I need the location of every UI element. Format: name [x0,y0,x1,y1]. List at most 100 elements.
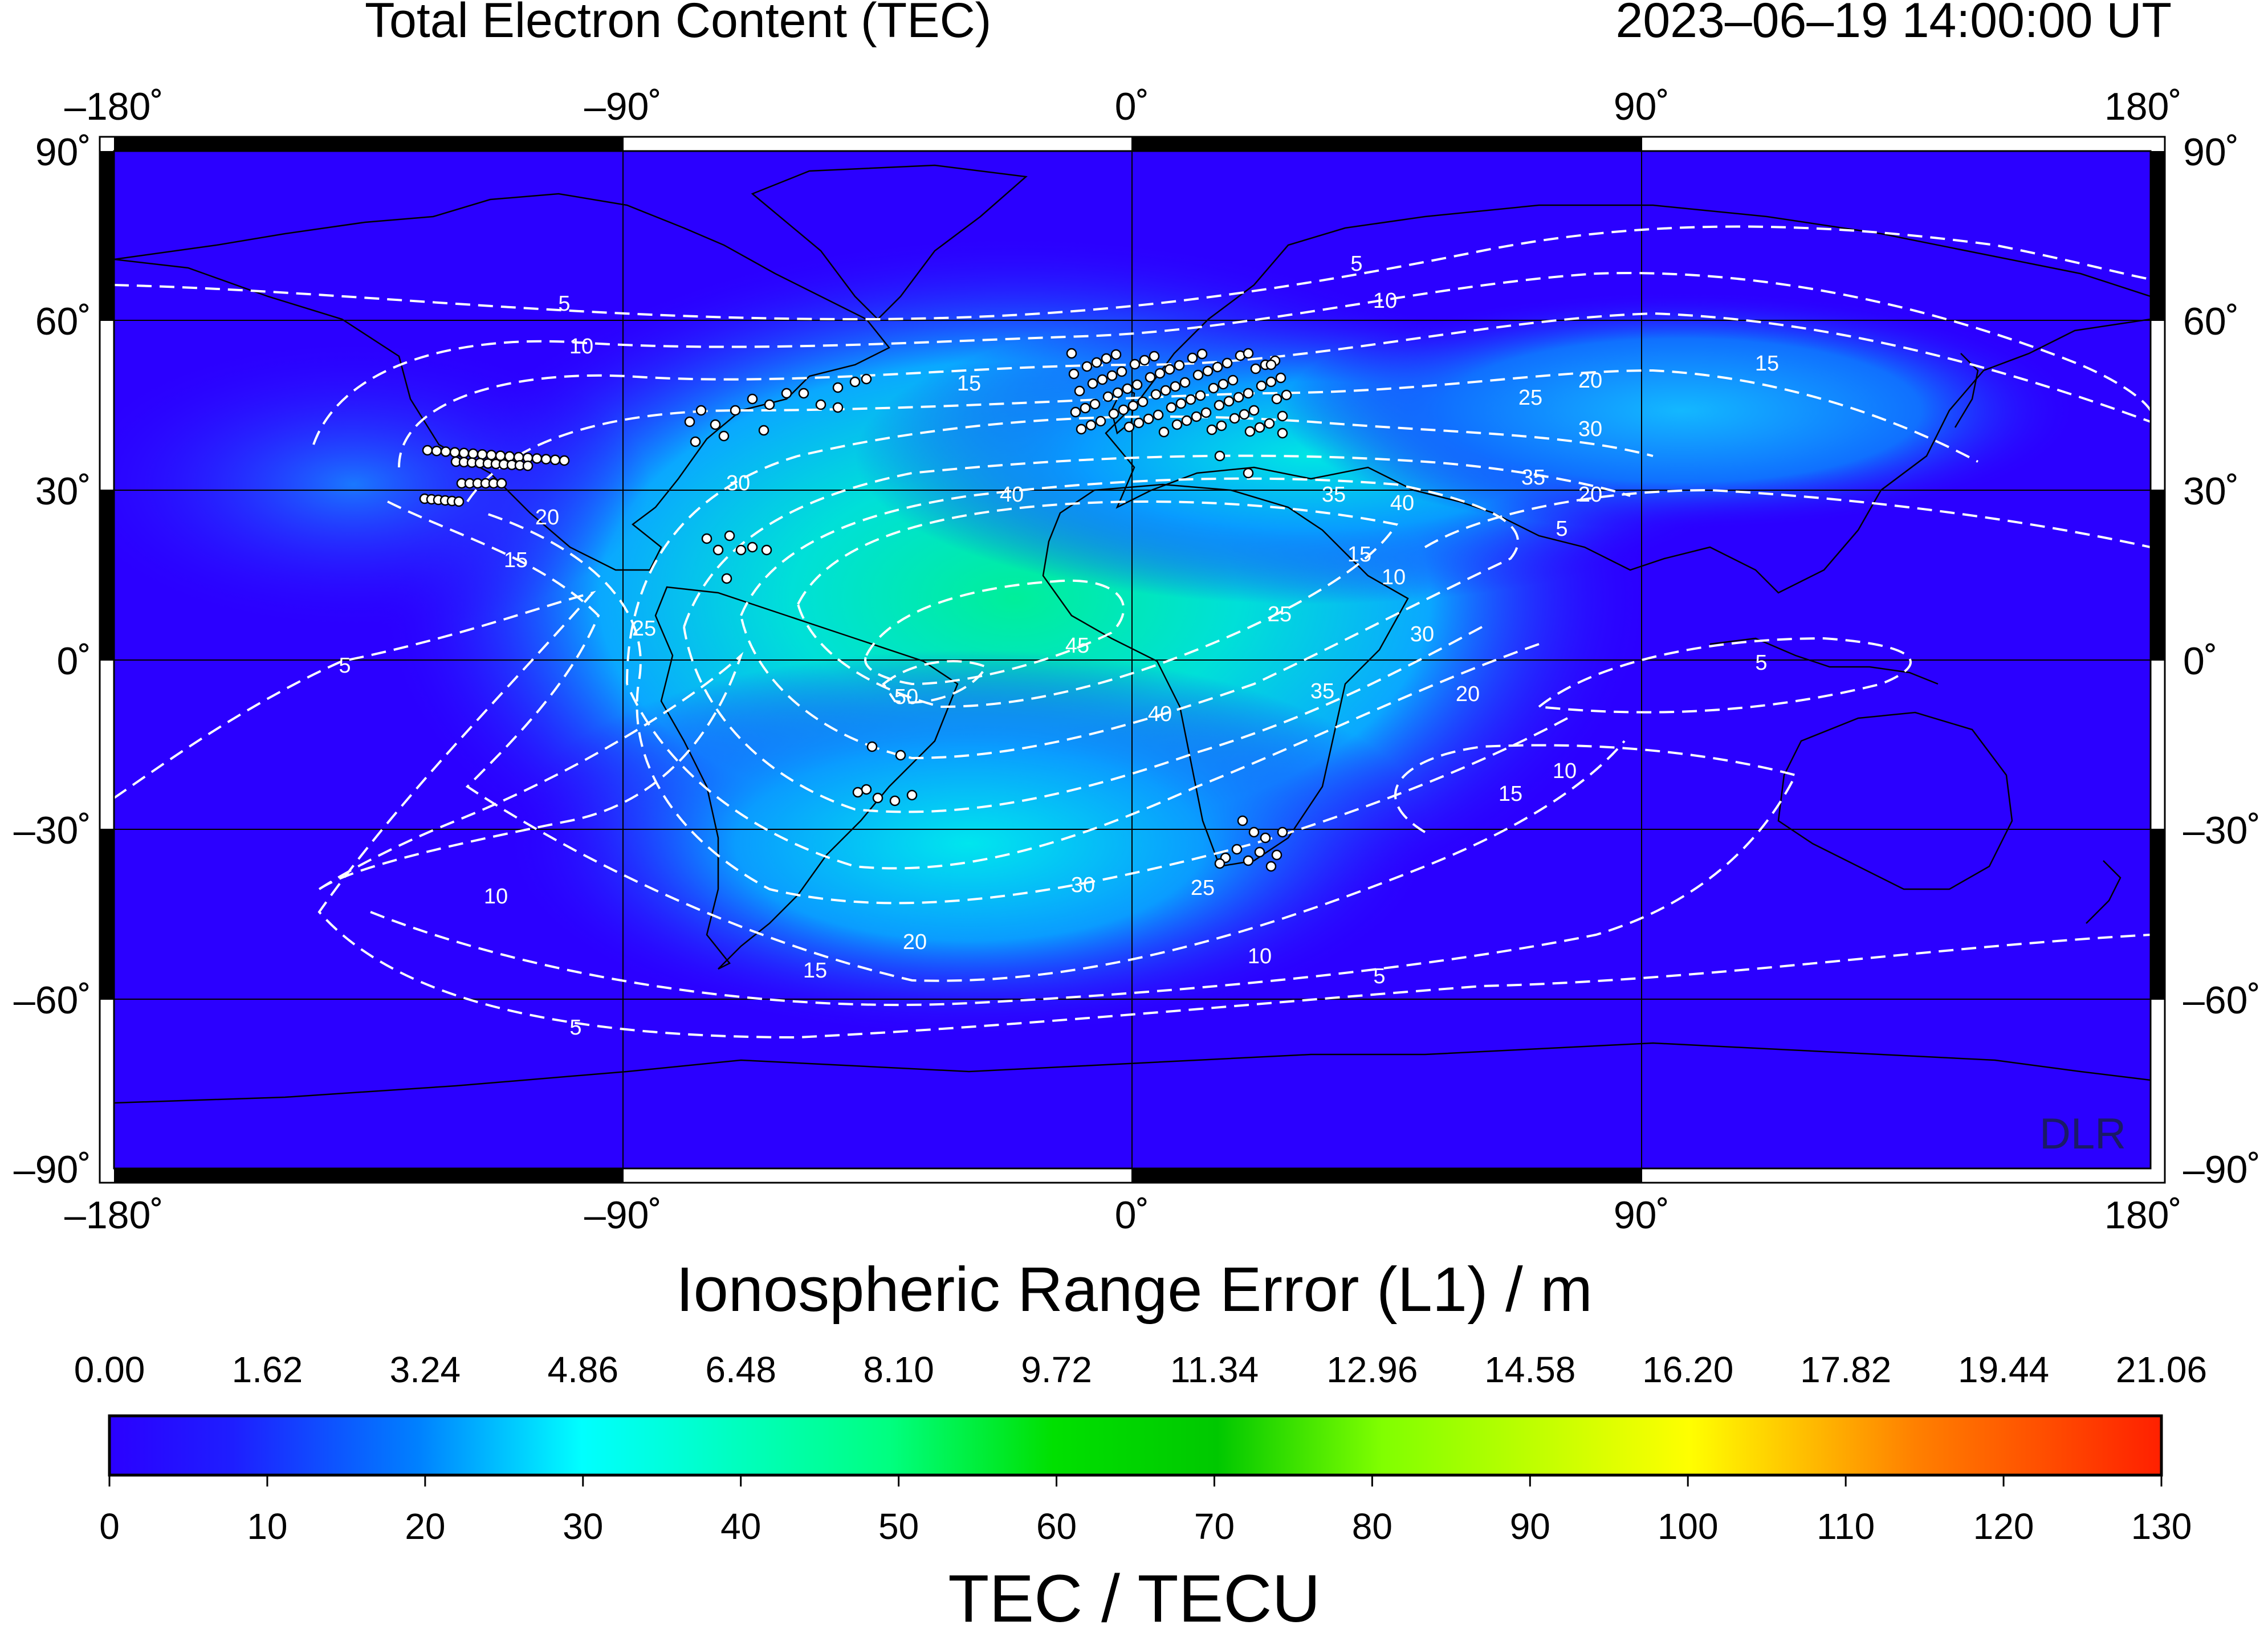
contour-label-15: 15 [1499,782,1522,806]
contour-label-40: 40 [1390,491,1414,515]
gnss-station-marker [1097,374,1108,385]
gnss-station-marker [1118,404,1129,416]
gnss-station-marker [761,544,772,556]
tec-tick: 120 [1973,1506,2034,1547]
japan-outline [1954,353,1979,428]
tec-tick: 50 [878,1506,919,1547]
lon-label: 0˚ [1115,85,1149,128]
gnss-station-marker [815,399,826,410]
gnss-station-marker [1129,359,1141,370]
lon-label: 90˚ [1614,85,1670,128]
gnss-station-marker [710,419,721,430]
gnss-station-marker [1170,381,1181,392]
gnss-station-marker [1112,387,1123,398]
contour-label-25: 25 [1191,876,1215,900]
antarctica-outline [114,1042,2151,1104]
gnss-station-marker [1223,396,1235,407]
range-error-tick: 6.48 [705,1349,776,1390]
gnss-station-marker [1271,849,1282,861]
gnss-station-marker [1248,826,1260,838]
contour-label-35: 35 [1310,679,1334,703]
latitude-labels-left: 90˚ 60˚ 30˚ 0˚ –30˚ –60˚ –90˚ [14,131,91,1191]
gnss-station-marker [684,416,695,427]
lat-label: –30˚ [2183,809,2261,852]
contour-label-20: 20 [1578,483,1602,507]
range-error-tick: 0.00 [74,1349,145,1390]
gnss-station-marker [1085,420,1097,431]
gnss-station-marker [730,405,741,416]
gnss-station-marker [1174,360,1185,371]
contour-label-5: 5 [569,1016,581,1040]
contour-label-30: 30 [1071,873,1095,897]
gnss-station-marker [1271,393,1282,405]
gnss-station-marker [559,455,570,466]
gnss-station-marker [1095,416,1106,427]
gnss-station-marker [1102,391,1114,402]
tec-tick: 60 [1036,1506,1077,1547]
tec-tick: 0 [99,1506,120,1547]
gnss-station-marker [1227,374,1239,386]
contour-5-indian [1538,637,1912,714]
gnss-station-marker [1233,392,1244,403]
gnss-station-marker [1218,378,1229,390]
longitude-labels-bottom: –180˚ –90˚ 0˚ 90˚ 180˚ [64,1194,2182,1237]
gnss-station-marker [1265,376,1277,388]
contour-label-20: 20 [1456,682,1480,706]
colorbar-top-title: Ionospheric Range Error (L1) / m [676,1255,1593,1325]
gnss-station-marker [496,478,507,489]
lat-label: –90˚ [2183,1148,2261,1191]
contour-25 [626,415,1654,870]
tec-tick: 90 [1510,1506,1550,1547]
gnss-station-marker [758,425,769,436]
gnss-station-marker [1239,409,1250,420]
contour-5-north [114,225,2151,321]
lon-label: –180˚ [64,1194,164,1237]
contour-5-asia [1424,488,2151,548]
gnss-station-marker [1089,398,1101,410]
range-error-tick: 17.82 [1800,1349,1891,1390]
range-error-tick: 3.24 [390,1349,461,1390]
gnss-station-marker [1068,368,1080,380]
gnss-station-marker [1166,402,1177,413]
gnss-station-markers [419,348,1292,872]
lon-label: 180˚ [2104,1194,2182,1237]
gnss-station-marker [1081,361,1093,372]
range-error-tick: 11.34 [1170,1349,1259,1390]
contour-labels: 5 5 5 5 5 5 5 10 10 10 10 10 10 15 15 15… [339,252,1779,1040]
gnss-station-marker [449,447,461,458]
contour-35 [740,477,1519,760]
gnss-station-marker [458,447,470,459]
gnss-station-marker [1179,377,1191,388]
tec-tick: 110 [1817,1506,1875,1547]
range-error-tick-labels: 0.00 1.62 3.24 4.86 6.48 8.10 9.72 11.34 12.96 14… [74,1349,2207,1390]
gnss-station-marker [1231,844,1243,855]
gnss-station-marker [477,449,488,460]
south-america-outline [654,586,959,970]
gnss-station-marker [1108,408,1119,420]
contour-label-40: 40 [1148,702,1172,726]
gnss-station-marker [1248,405,1260,416]
gnss-station-marker [522,460,534,471]
contour-10-north [312,272,2151,445]
dlr-watermark: DLR [2039,1110,2126,1158]
gnss-station-marker [1154,368,1166,379]
gnss-station-marker [1131,379,1143,390]
contour-label-15: 15 [1347,543,1371,567]
contour-label-15: 15 [803,959,827,983]
indonesia-outline [1709,637,1939,685]
contour-label-5: 5 [1350,252,1362,276]
gnss-station-marker [1101,353,1112,364]
range-error-tick: 21.06 [2116,1349,2207,1390]
contour-label-45: 45 [1065,634,1089,658]
gnss-station-marker [467,448,479,459]
range-error-tick: 12.96 [1326,1349,1418,1390]
gnss-station-marker [849,376,861,388]
gnss-station-marker [1160,385,1171,396]
gnss-station-marker [866,741,878,752]
contour-label-10: 10 [1382,565,1406,589]
contour-label-5: 5 [1755,651,1767,675]
range-error-tick: 16.20 [1642,1349,1733,1390]
gnss-station-marker [1185,394,1196,405]
tec-tick: 100 [1658,1506,1719,1547]
gnss-station-marker [747,541,758,553]
